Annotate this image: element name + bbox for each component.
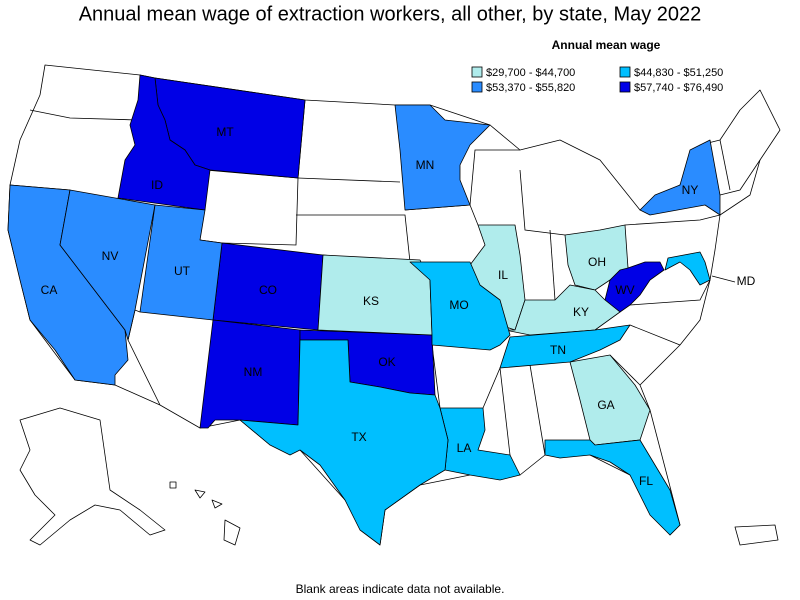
state-mn bbox=[394, 104, 491, 211]
state-tn bbox=[499, 324, 631, 369]
state-label: NV bbox=[102, 249, 119, 263]
state-label: GA bbox=[597, 398, 614, 412]
state-label: FL bbox=[639, 474, 653, 488]
states bbox=[7, 74, 721, 546]
state-label: KS bbox=[363, 294, 379, 308]
state-label: ID bbox=[151, 178, 163, 192]
state-md bbox=[664, 251, 711, 286]
state-label: NM bbox=[244, 365, 263, 379]
puerto-rico bbox=[734, 524, 779, 546]
leader-line bbox=[711, 275, 736, 283]
state-id bbox=[117, 74, 211, 211]
state-label: MN bbox=[416, 158, 435, 172]
state-label: MD bbox=[737, 274, 756, 288]
state-label: MO bbox=[449, 298, 468, 312]
state-label: LA bbox=[457, 441, 472, 455]
legend-swatch bbox=[471, 66, 483, 78]
state-oh bbox=[564, 224, 629, 291]
state-label: CA bbox=[41, 283, 58, 297]
state-label: TX bbox=[351, 430, 366, 444]
state-label: NY bbox=[682, 183, 699, 197]
state-tx bbox=[239, 339, 449, 546]
state-fl bbox=[544, 439, 681, 536]
state-label: UT bbox=[174, 264, 191, 278]
state-label: IL bbox=[498, 268, 508, 282]
map-title: Annual mean wage of extraction workers, … bbox=[79, 3, 702, 25]
legend-label: $57,740 - $76,490 bbox=[634, 82, 723, 94]
hawaii bbox=[169, 481, 241, 546]
state-label: MT bbox=[216, 125, 234, 139]
state-label: KY bbox=[573, 305, 589, 319]
state-ut bbox=[139, 204, 223, 321]
footnote: Blank areas indicate data not available. bbox=[296, 582, 505, 596]
legend-label: $53,370 - $55,820 bbox=[486, 82, 575, 94]
state-labels: MT ID CO NM OK WV MN NY CA NV UT KS IL O… bbox=[41, 125, 756, 488]
state-label: WV bbox=[615, 283, 634, 297]
state-label: OK bbox=[378, 355, 395, 369]
legend-swatch bbox=[619, 66, 631, 78]
legend-swatch bbox=[619, 81, 631, 93]
legend: $29,700 - $44,700 $44,830 - $51,250 $53,37… bbox=[471, 66, 723, 94]
state-label: OH bbox=[588, 255, 606, 269]
legend-label: $29,700 - $44,700 bbox=[486, 67, 575, 79]
state-label: TN bbox=[550, 343, 566, 357]
legend-label: $44,830 - $51,250 bbox=[634, 67, 723, 79]
state-label: CO bbox=[259, 283, 277, 297]
state-mo bbox=[409, 261, 511, 351]
alaska bbox=[19, 407, 166, 546]
legend-swatch bbox=[471, 81, 483, 93]
state-ny bbox=[639, 139, 721, 216]
legend-title: Annual mean wage bbox=[552, 38, 661, 52]
